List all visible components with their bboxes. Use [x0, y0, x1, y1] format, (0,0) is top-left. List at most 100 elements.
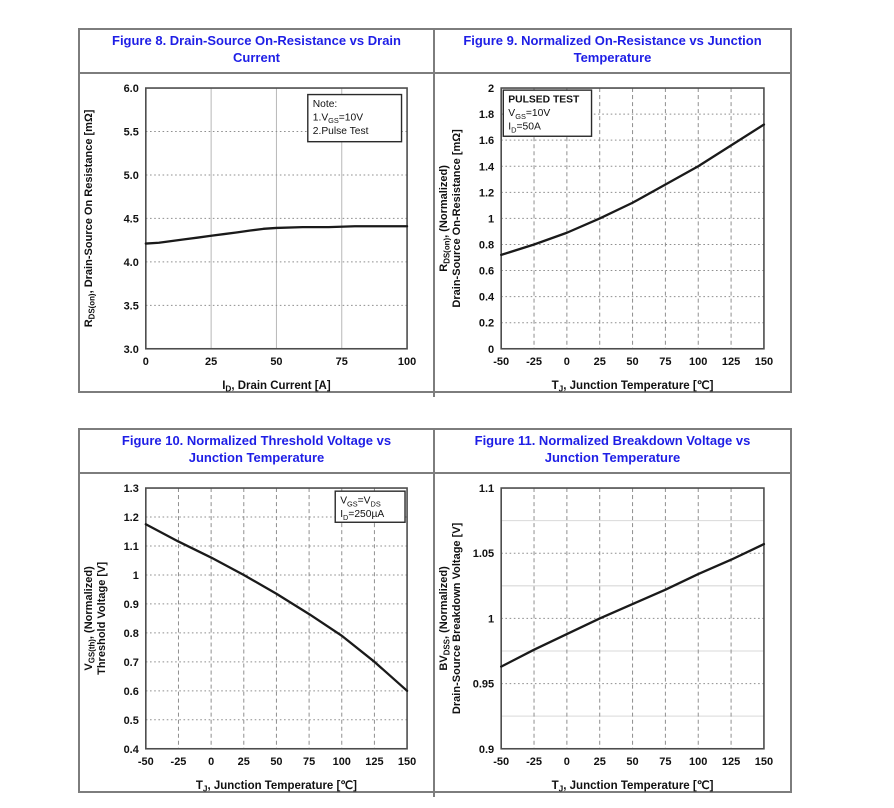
x-tick-label: 50	[626, 356, 638, 368]
y-tick-label: 0	[488, 344, 494, 356]
x-tick-label: 150	[398, 756, 416, 768]
x-tick-label: 150	[755, 756, 773, 768]
note-line: 2.Pulse Test	[313, 126, 369, 137]
y-tick-label: 0.4	[124, 744, 140, 756]
y-tick-label: 1.1	[479, 483, 494, 495]
y-tick-label: 0.95	[473, 678, 494, 690]
data-curve	[500, 123, 766, 256]
x-tick-label: -25	[526, 756, 542, 768]
y-tick-label: 2	[488, 83, 494, 95]
x-tick-label: 125	[722, 756, 740, 768]
y-tick-label: 1.2	[479, 187, 494, 199]
x-tick-label: 0	[564, 356, 570, 368]
x-axis-label: TJ, Junction Temperature [℃]	[196, 780, 357, 794]
y-tick-label: 4.0	[124, 257, 139, 269]
y-tick-label: 0.9	[479, 744, 494, 756]
figure8-panel: Figure 8. Drain-Source On-Resistance vs …	[80, 30, 435, 397]
figure-table-bottom: Figure 10. Normalized Threshold Voltage …	[78, 428, 792, 797]
note-box	[502, 89, 593, 137]
x-tick-label: 125	[365, 756, 383, 768]
figure8-chart-area: 0 25 50 75 100 3.0 3.5 4.0 4.5 5.0 5.5 6.0 ID, Drain…	[80, 74, 433, 397]
y-tick-label: 0.5	[124, 715, 139, 727]
y-axis-label: VGS(th), (Normalized)	[83, 566, 97, 671]
x-tick-label: 0	[143, 356, 149, 368]
y-axis-label: Threshold Voltage [V]	[96, 561, 108, 674]
x-tick-label: 125	[722, 356, 740, 368]
plot-frame	[500, 487, 765, 750]
y-tick-label: 0.7	[124, 657, 139, 669]
data-curve	[144, 522, 409, 692]
y-tick-label: 0.8	[124, 628, 139, 640]
x-tick-label: 150	[755, 356, 773, 368]
x-tick-label: -25	[526, 356, 542, 368]
y-tick-label: 1	[133, 570, 139, 582]
x-tick-label: 0	[208, 756, 214, 768]
y-axis-label: Drain-Source On-Resistance [mΩ]	[451, 129, 463, 308]
note-line: PULSED TEST	[508, 94, 580, 105]
figure8-plot: 0 25 50 75 100 3.0 3.5 4.0 4.5 5.0 5.5 6.0 ID, Drain…	[83, 83, 416, 394]
figure11-plot: -50 -25 0 25 50 75 100 125 150 0.9 0.95 1 1.05 1.1 TJ,…	[438, 483, 773, 794]
y-axis-label: RDS(on), (Normalized)	[438, 164, 452, 271]
figure10-chart-area: -50 -25 0 25 50 75 100 125 150 0.4 0.5 0.6 0.7 0.8 0.9…	[80, 474, 433, 797]
note-line: VGS=10V	[508, 108, 550, 121]
note-line: Note:	[313, 99, 338, 110]
y-tick-label: 0.6	[479, 265, 494, 277]
y-tick-label: 6.0	[124, 83, 139, 95]
figure-table-top: Figure 8. Drain-Source On-Resistance vs …	[78, 28, 792, 397]
y-tick-label: 4.5	[124, 213, 139, 225]
x-axis-label: TJ, Junction Temperature [℃]	[552, 779, 714, 794]
x-tick-label: -50	[493, 356, 509, 368]
note-box	[334, 490, 406, 523]
y-tick-label: 1.6	[479, 135, 494, 147]
data-curve	[500, 542, 766, 668]
x-tick-label: 75	[303, 756, 315, 768]
figure11-chart-area: -50 -25 0 25 50 75 100 125 150 0.9 0.95 1 1.05 1.1 TJ,…	[435, 474, 790, 797]
note-box	[307, 93, 403, 143]
figure9-title: Figure 9. Normalized On-Resistance vs Ju…	[435, 30, 790, 74]
figure11-panel: Figure 11. Normalized Breakdown Voltage …	[435, 430, 790, 797]
figure8-title: Figure 8. Drain-Source On-Resistance vs …	[80, 30, 433, 74]
y-tick-label: 0.8	[479, 239, 494, 251]
note-line: ID=250µA	[340, 509, 384, 522]
y-tick-label: 0.4	[479, 291, 495, 303]
plot-frame	[145, 487, 408, 750]
plot-frame	[500, 87, 765, 350]
figure9-panel: Figure 9. Normalized On-Resistance vs Ju…	[435, 30, 790, 397]
x-tick-label: 75	[659, 356, 671, 368]
y-tick-label: 0.2	[479, 317, 494, 329]
note-line: ID=50A	[508, 122, 541, 135]
y-tick-label: 1.4	[479, 161, 495, 173]
y-tick-label: 1	[488, 613, 494, 625]
y-tick-label: 1.1	[124, 541, 139, 553]
y-tick-label: 3.5	[124, 300, 139, 312]
x-tick-label: -50	[138, 756, 154, 768]
y-tick-label: 0.9	[124, 599, 139, 611]
figure9-chart-area: -50 -25 0 25 50 75 100 125 150 0 0.2 0.4 0.6 0.8 1 1.2 1…	[435, 74, 790, 397]
x-tick-label: 100	[333, 756, 351, 768]
x-tick-label: 25	[594, 756, 606, 768]
y-tick-label: 3.0	[124, 344, 139, 356]
x-tick-label: 25	[594, 356, 606, 368]
figure9-plot: -50 -25 0 25 50 75 100 125 150 0 0.2 0.4 0.6 0.8 1 1.2 1…	[438, 83, 773, 393]
y-axis-label: RDS(on), Drain-Source On Resistance [mΩ]	[83, 109, 97, 327]
x-tick-label: -50	[493, 756, 509, 768]
y-axis-label: BVDSS, (Normalized)	[438, 566, 452, 671]
x-tick-label: 100	[689, 756, 707, 768]
x-tick-label: -25	[171, 756, 187, 768]
x-tick-label: 75	[336, 356, 348, 368]
x-axis-label: ID, Drain Current [A]	[222, 380, 331, 394]
x-tick-label: 50	[626, 756, 638, 768]
figure10-plot: -50 -25 0 25 50 75 100 125 150 0.4 0.5 0.6 0.7 0.8 0.9…	[83, 483, 416, 794]
y-tick-label: 5.5	[124, 126, 139, 138]
x-tick-label: 100	[398, 356, 416, 368]
plot-frame	[145, 87, 408, 350]
x-tick-label: 75	[659, 756, 671, 768]
y-tick-label: 5.0	[124, 170, 139, 182]
figure10-title: Figure 10. Normalized Threshold Voltage …	[80, 430, 433, 474]
data-curve	[144, 224, 409, 245]
y-tick-label: 1	[488, 213, 494, 225]
x-tick-label: 100	[689, 356, 707, 368]
y-tick-label: 1.3	[124, 483, 139, 495]
y-tick-label: 1.2	[124, 512, 139, 524]
